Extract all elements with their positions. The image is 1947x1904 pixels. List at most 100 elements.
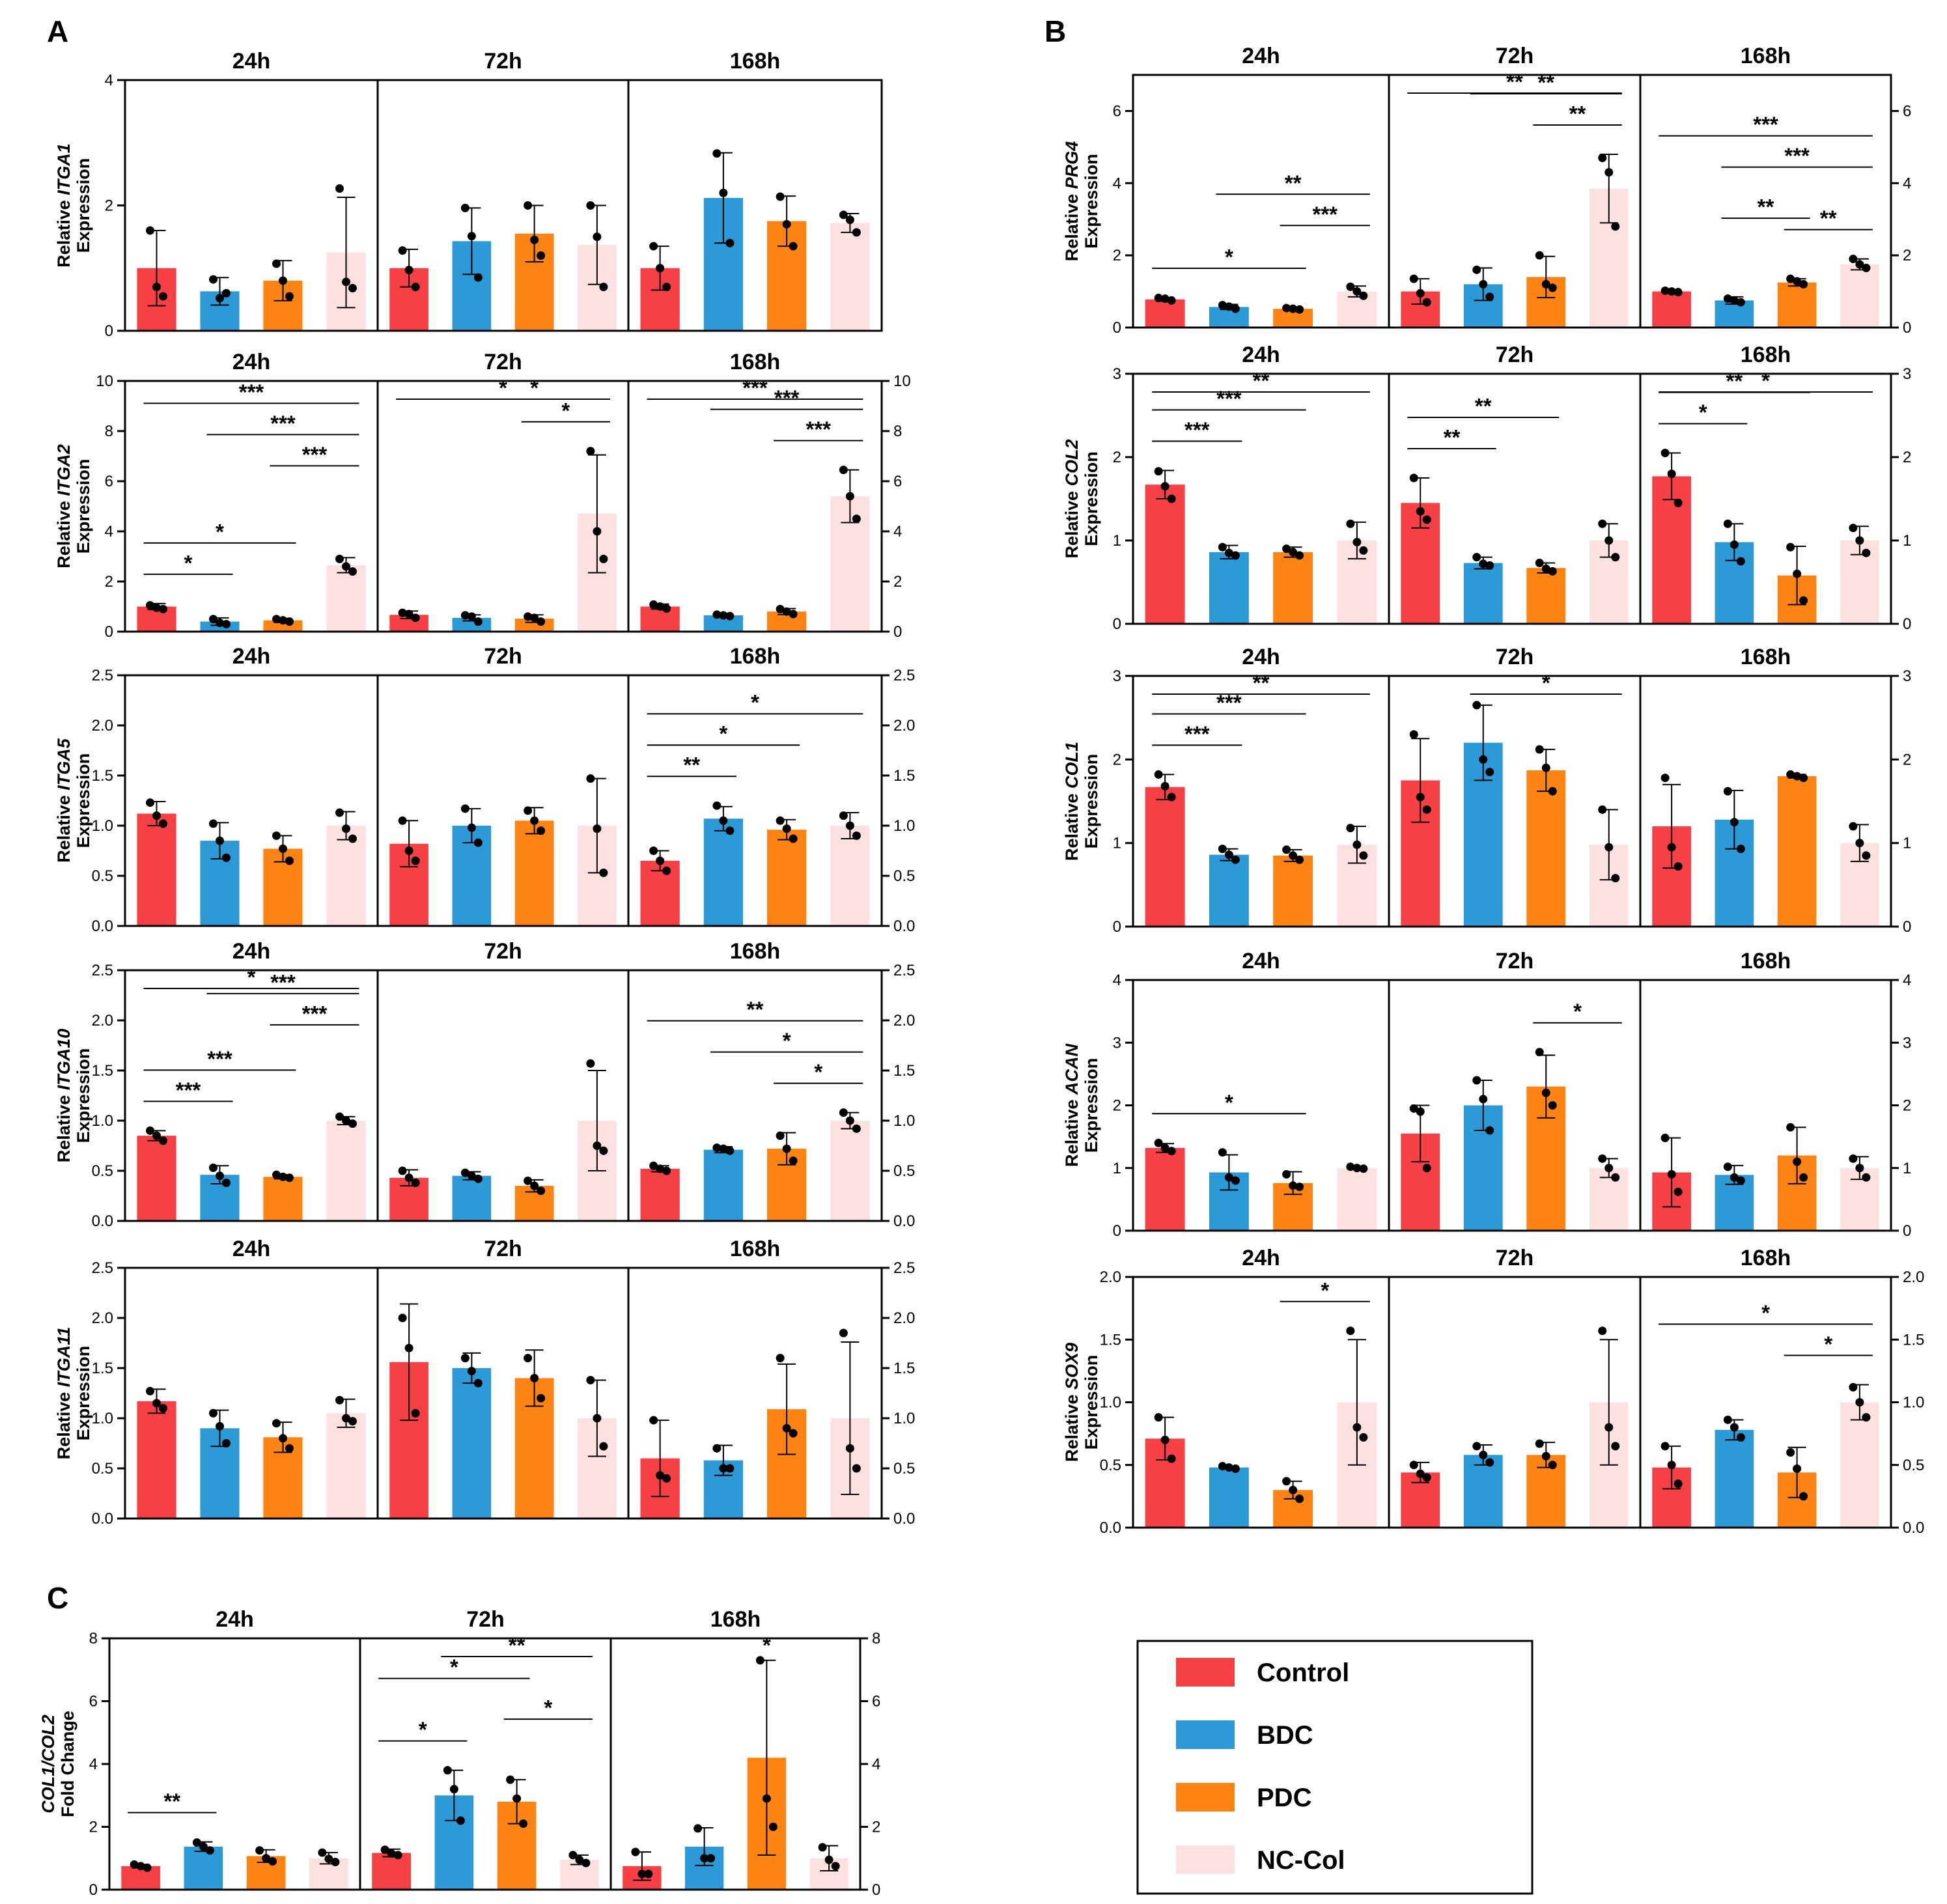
y-tick-label-right: 2 <box>1903 247 1911 264</box>
data-point <box>222 1439 231 1448</box>
data-point <box>152 283 161 292</box>
significance-label: * <box>247 965 256 989</box>
data-point <box>146 226 154 235</box>
y-tick-label-right: 2 <box>872 1819 880 1836</box>
data-point <box>318 1848 327 1857</box>
data-point <box>285 1444 294 1453</box>
data-point <box>1849 255 1858 264</box>
significance-label: * <box>719 721 727 746</box>
y-tick-label: 2.0 <box>92 717 113 735</box>
data-point <box>473 1379 483 1388</box>
data-point <box>1793 1157 1802 1166</box>
data-point <box>272 615 281 624</box>
y-tick-label: 6 <box>89 1693 98 1711</box>
subplot-title: 24h <box>232 1237 271 1261</box>
bar <box>1145 1147 1185 1231</box>
data-point <box>1416 1469 1425 1478</box>
data-point <box>272 1419 281 1428</box>
y-tick-label-right: 2.5 <box>893 962 915 979</box>
data-point <box>1289 304 1298 313</box>
bar <box>326 565 366 632</box>
significance-label: * <box>1761 1301 1770 1325</box>
data-point <box>159 292 167 301</box>
data-point <box>1295 1183 1304 1192</box>
data-point <box>789 834 798 843</box>
data-point <box>782 607 791 616</box>
y-tick-label: 0.5 <box>92 1162 113 1180</box>
data-point <box>568 1851 578 1860</box>
data-point <box>831 1862 840 1871</box>
y-tick-label: 2 <box>1113 449 1121 466</box>
data-point <box>216 836 224 845</box>
y-tick-label: 1.0 <box>92 817 113 835</box>
data-point <box>1352 287 1362 296</box>
data-point <box>662 604 671 613</box>
bar <box>1526 770 1566 927</box>
data-point <box>268 1857 277 1866</box>
data-point <box>152 811 161 820</box>
data-point <box>209 819 217 828</box>
data-point <box>712 801 721 810</box>
data-point <box>852 831 861 840</box>
legend-swatch <box>1176 1783 1235 1812</box>
data-point <box>1218 845 1227 854</box>
data-point <box>1793 772 1802 781</box>
data-point <box>279 276 287 285</box>
data-point <box>473 273 483 282</box>
bar <box>326 1121 366 1221</box>
data-point <box>152 1399 161 1408</box>
significance-label: * <box>1573 1000 1582 1024</box>
panel-label-c: C <box>47 1581 68 1615</box>
data-point <box>272 1170 281 1179</box>
data-point <box>1786 770 1795 779</box>
data-point <box>404 266 413 275</box>
y-tick-label-right: 1 <box>1903 835 1911 852</box>
data-point <box>1723 787 1732 796</box>
subplot-title: 168h <box>1741 949 1791 973</box>
bar <box>263 1177 303 1221</box>
data-point <box>1231 855 1240 864</box>
significance-label: * <box>1699 400 1707 425</box>
data-point <box>1224 548 1233 557</box>
data-point <box>1541 279 1550 288</box>
significance-label: *** <box>302 1001 328 1026</box>
data-point <box>335 1395 344 1405</box>
bar <box>830 826 870 926</box>
data-point <box>279 844 287 853</box>
data-point <box>460 804 469 813</box>
data-point <box>530 1373 539 1382</box>
y-tick-label-right: 2.0 <box>893 1012 915 1029</box>
subplot-title: 72h <box>484 1237 522 1261</box>
data-point <box>1786 1123 1795 1132</box>
data-point <box>1723 1415 1732 1424</box>
legend-label: Control <box>1257 1659 1349 1687</box>
data-point <box>599 1442 608 1451</box>
data-point <box>537 617 546 626</box>
significance-label: ** <box>1444 425 1461 449</box>
data-point <box>1352 1164 1362 1173</box>
data-point <box>1736 298 1745 307</box>
data-point <box>1541 565 1550 574</box>
subplot-title: 168h <box>730 350 781 374</box>
data-point <box>342 1116 350 1125</box>
data-point <box>159 1404 167 1413</box>
y-tick-label: 2 <box>105 573 113 591</box>
significance-label: *** <box>1784 144 1810 168</box>
bar <box>766 830 807 926</box>
data-point <box>1674 862 1683 871</box>
data-point <box>1167 1454 1176 1463</box>
data-point <box>1485 561 1494 570</box>
data-point <box>719 1144 728 1153</box>
y-tick-label: 1 <box>1113 532 1121 550</box>
y-tick-label: 0.5 <box>1100 1457 1121 1474</box>
data-point <box>1548 283 1557 292</box>
data-point <box>1660 449 1670 458</box>
data-point <box>1282 544 1291 553</box>
plot-frame <box>124 380 883 633</box>
y-tick-label-right: 0 <box>872 1881 880 1899</box>
y-tick-label: 0 <box>105 322 113 340</box>
data-point <box>839 466 848 475</box>
data-point <box>1541 1088 1550 1097</box>
y-axis-label-line2: Expression <box>74 1048 93 1143</box>
